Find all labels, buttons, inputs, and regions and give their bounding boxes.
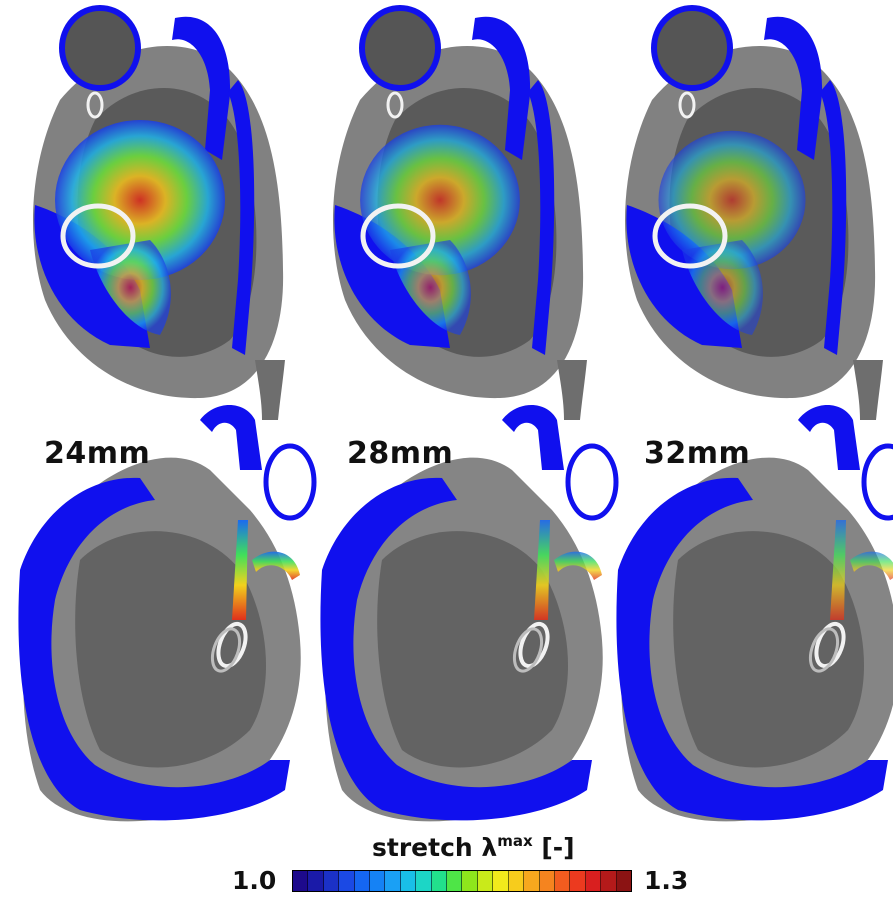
label-32mm: 32mm xyxy=(644,436,751,471)
vessel-wall-strip xyxy=(764,16,823,161)
device-marker xyxy=(678,91,696,119)
stretch-strip xyxy=(534,520,550,620)
valve-ring xyxy=(652,203,728,269)
outflow-wall xyxy=(502,405,564,470)
colorbar-segment xyxy=(477,871,494,891)
valve-ring xyxy=(60,203,136,269)
great-vessel xyxy=(59,5,141,91)
colorbar-segment xyxy=(385,871,401,891)
valve-ring xyxy=(518,621,550,669)
colorbar-segment xyxy=(570,871,586,891)
colorbar-title: stretch λmax [-] xyxy=(372,832,575,862)
stretch-hotspot xyxy=(55,120,225,280)
colorbar-segment xyxy=(539,871,555,891)
stretch-strip xyxy=(232,520,248,620)
colorbar-segment xyxy=(400,871,417,891)
septal-wall-strip xyxy=(528,80,555,355)
heart-inner-chamber xyxy=(75,531,267,768)
valve-ring xyxy=(216,621,248,669)
colorbar-segment xyxy=(431,871,448,891)
vessel-cross-section xyxy=(263,443,317,521)
septal-wall-strip xyxy=(820,80,847,355)
myocardium-wall xyxy=(320,477,592,821)
side-view-heart xyxy=(18,360,317,822)
device-marker xyxy=(386,91,404,119)
colorbar-segment xyxy=(416,871,432,891)
stretch-branch xyxy=(850,551,893,580)
top-view-heart xyxy=(625,5,876,399)
colorbar-segment xyxy=(293,871,309,891)
side-view-heart xyxy=(616,360,893,822)
stretch-strip xyxy=(830,520,846,620)
septal-wall-strip xyxy=(228,80,255,355)
stretch-hotspot xyxy=(658,130,806,270)
valve-ring xyxy=(808,627,840,673)
stretch-branch xyxy=(554,551,602,580)
colorbar-segment xyxy=(493,871,509,891)
vessel-cross-section xyxy=(861,443,893,521)
stretch-branch xyxy=(252,551,300,580)
colorbar-segment xyxy=(524,871,540,891)
device-marker xyxy=(86,91,104,119)
great-vessel xyxy=(651,5,733,91)
vessel-wall-strip xyxy=(172,16,231,161)
colorbar-segment xyxy=(601,871,617,891)
colorbar-segment xyxy=(616,871,631,891)
stretch-hotspot xyxy=(360,124,520,276)
myocardium-wall xyxy=(616,477,888,821)
colorbar-max-label: 1.3 xyxy=(644,866,689,895)
top-view-heart xyxy=(33,5,284,399)
colorbar-segment xyxy=(339,871,355,891)
aorta-tube xyxy=(557,360,587,420)
label-28mm: 28mm xyxy=(347,436,454,471)
great-vessel xyxy=(359,5,441,91)
outflow-wall xyxy=(200,405,262,470)
heart-outer-shell xyxy=(621,457,893,822)
aorta-tube xyxy=(255,360,285,420)
vessel-cross-section xyxy=(565,443,619,521)
aorta-tube xyxy=(853,360,883,420)
heart-outer-shell xyxy=(325,457,603,822)
valve-ring xyxy=(210,627,242,673)
colorbar-segment xyxy=(370,871,386,891)
colorbar-segment xyxy=(308,871,324,891)
heart-outer-shell xyxy=(23,457,301,822)
colorbar-segment xyxy=(554,871,571,891)
side-view-heart xyxy=(320,360,619,822)
colorbar-segment xyxy=(354,871,371,891)
colorbar-segment xyxy=(462,871,478,891)
vessel-wall-strip xyxy=(472,16,531,161)
colorbar-segment xyxy=(323,871,340,891)
colorbar xyxy=(292,870,632,892)
myocardium-wall xyxy=(18,477,291,821)
heart-inner-chamber xyxy=(673,531,865,768)
colorbar-min-label: 1.0 xyxy=(232,866,277,895)
top-view-heart xyxy=(333,5,584,399)
valve-ring xyxy=(814,621,846,669)
colorbar-segment xyxy=(508,871,525,891)
valve-ring xyxy=(512,627,544,673)
valve-ring xyxy=(360,203,436,269)
colorbar-segment xyxy=(447,871,463,891)
heart-inner-chamber xyxy=(377,531,569,768)
label-24mm: 24mm xyxy=(44,436,151,471)
outflow-wall xyxy=(798,405,860,470)
colorbar-segment xyxy=(585,871,602,891)
